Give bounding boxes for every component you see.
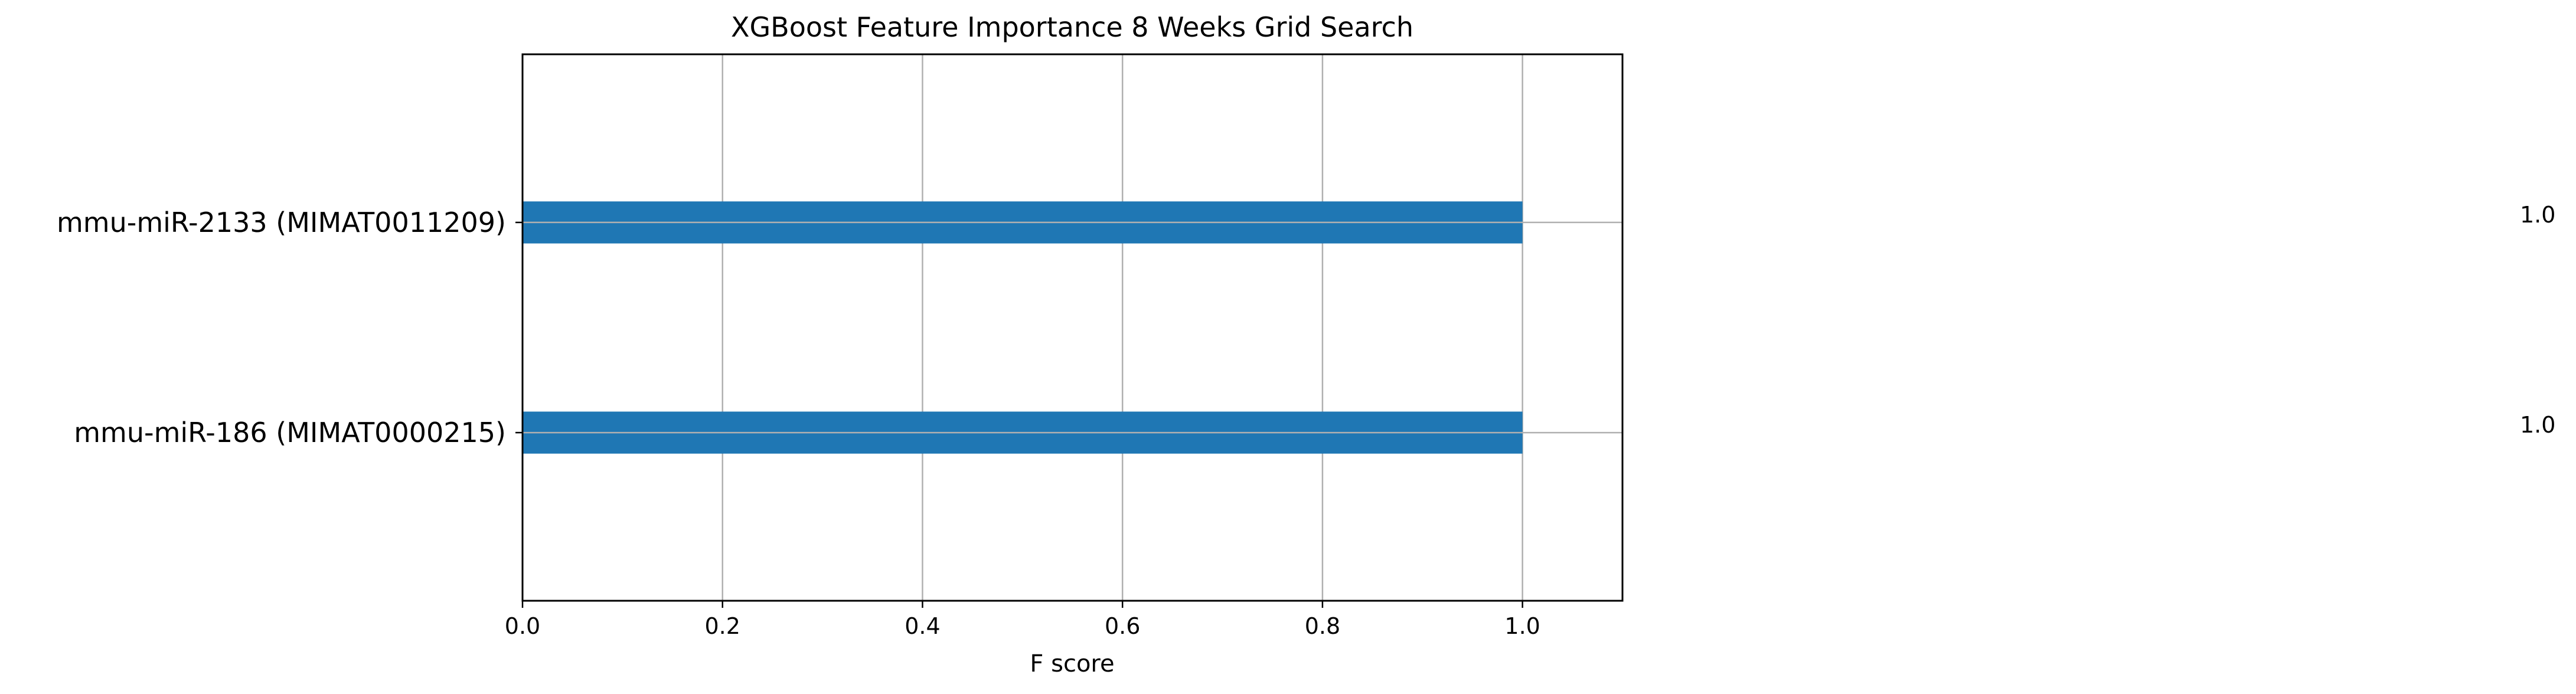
x-tick-label: 1.0 [1504, 613, 1540, 639]
value-labels: 1.0 1.0 [2520, 202, 2555, 438]
x-tick-label: 0.6 [1105, 613, 1140, 639]
y-tick-label: mmu-miR-2133 (MIMAT0011209) [57, 207, 506, 238]
bar-value-label: 1.0 [2520, 412, 2555, 438]
x-tick-label: 0.8 [1305, 613, 1340, 639]
y-axis-ticks: mmu-miR-2133 (MIMAT0011209) mmu-miR-186 (… [57, 207, 523, 449]
plot-frame [521, 53, 1624, 602]
bar-value-label: 1.0 [2520, 202, 2555, 228]
x-tick-label: 0.2 [705, 613, 740, 639]
chart-title: XGBoost Feature Importance 8 Weeks Grid … [731, 11, 1413, 43]
x-axis-ticks: 0.0 0.2 0.4 0.6 0.8 1.0 [505, 601, 1540, 639]
x-tick-label: 0.0 [505, 613, 540, 639]
x-tick-label: 0.4 [905, 613, 940, 639]
x-axis-label: F score [1030, 650, 1114, 677]
y-tick-label: mmu-miR-186 (MIMAT0000215) [74, 417, 506, 449]
horizontal-grid-lines [523, 221, 1622, 434]
